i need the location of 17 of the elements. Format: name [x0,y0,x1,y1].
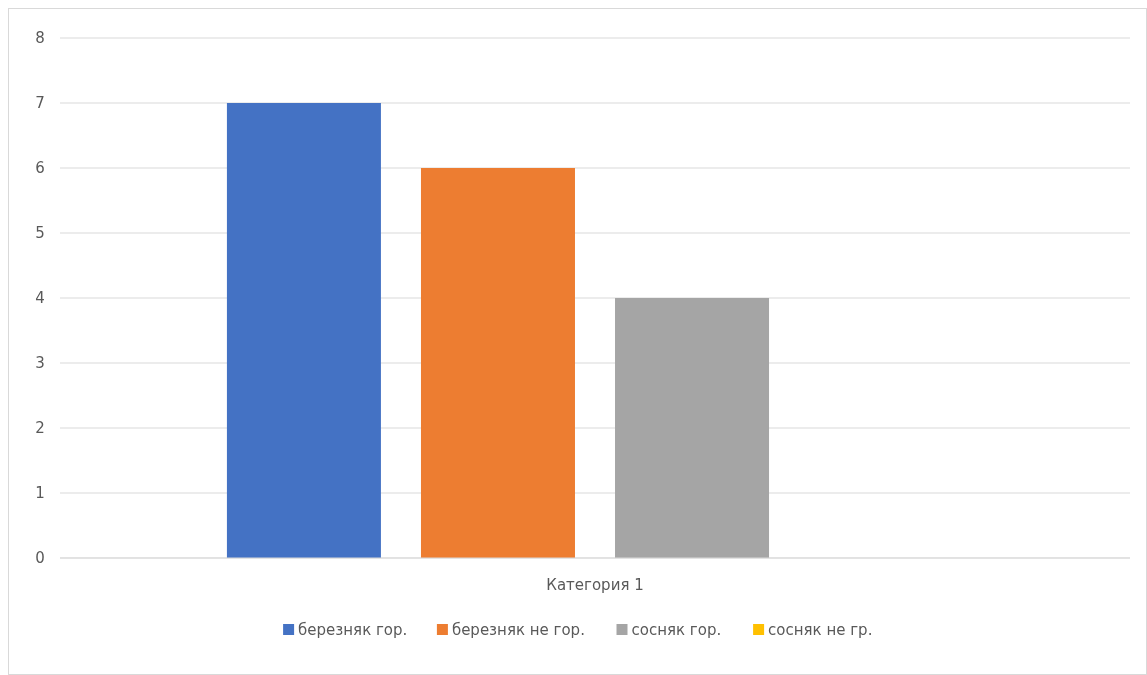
x-tick-label: Категория 1 [546,576,644,594]
legend-label: березняк не гор. [451,621,585,640]
legend-label: сосняк гор. [631,621,722,640]
y-tick-label: 5 [35,224,45,243]
bar [226,103,381,558]
y-tick-label: 1 [35,484,45,503]
y-tick-label: 0 [35,549,45,568]
legend-label: березняк гор. [298,621,408,640]
y-tick-label: 7 [35,94,45,113]
bar [420,168,575,558]
y-tick-label: 6 [35,159,45,178]
y-tick-label: 3 [35,354,45,373]
y-tick-label: 2 [35,419,45,438]
legend-label: сосняк не гр. [768,621,873,640]
bar [615,298,770,558]
y-tick-label: 8 [35,29,45,48]
y-tick-label: 4 [35,289,45,308]
